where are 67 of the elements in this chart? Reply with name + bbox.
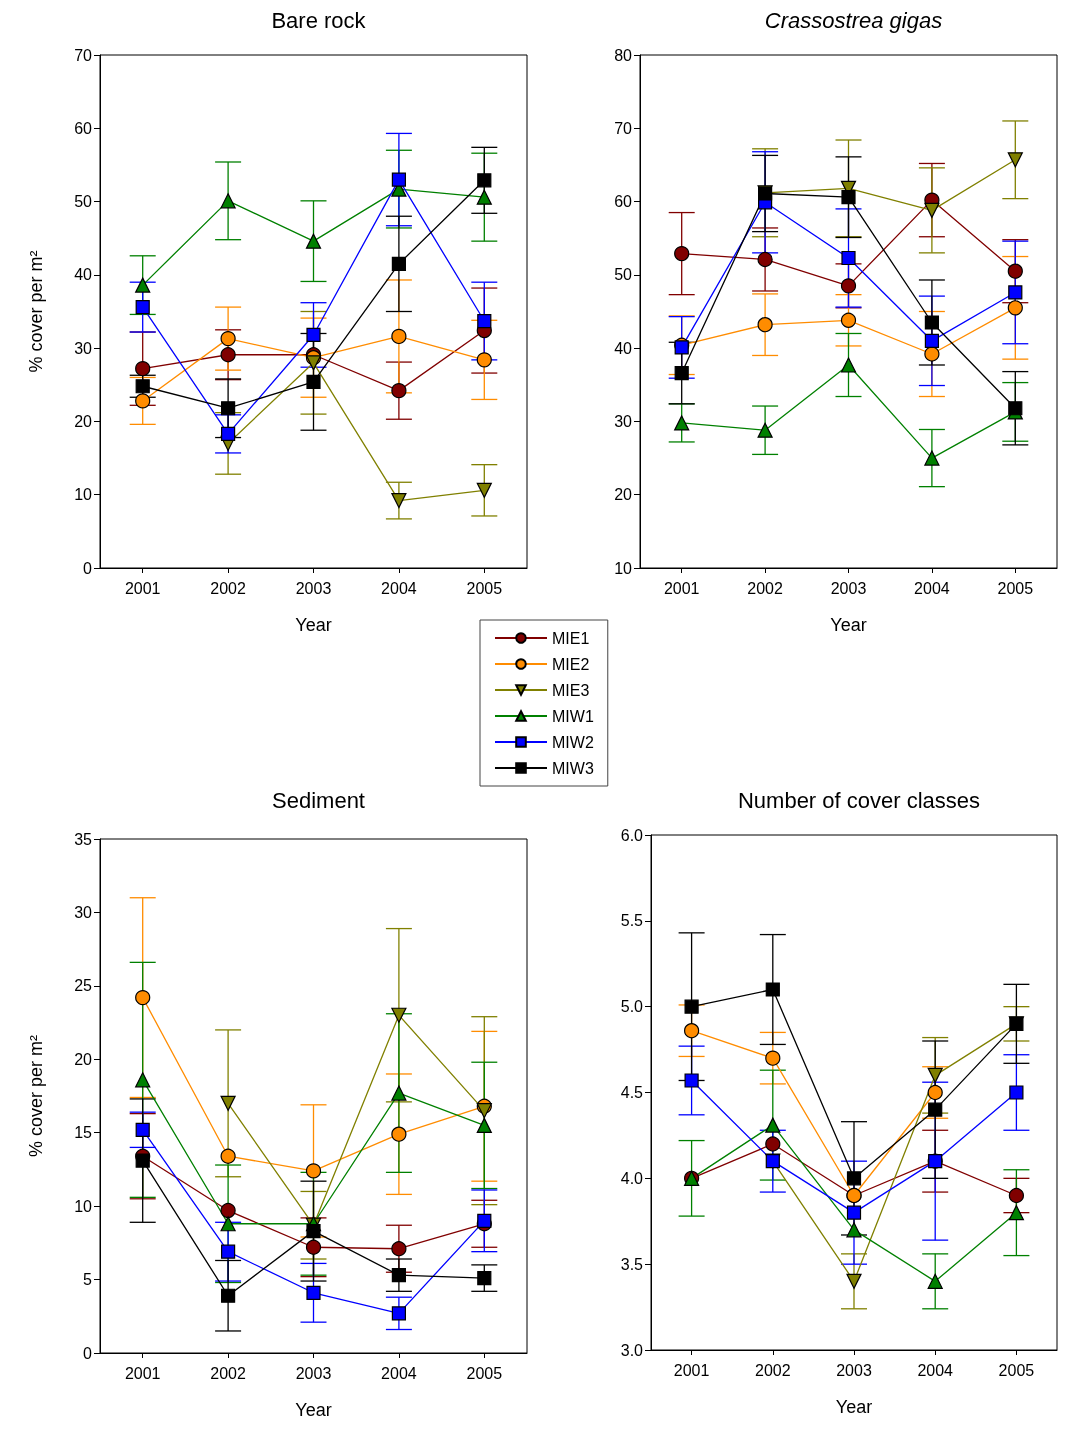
x-tick-label: 2002 [210, 1364, 246, 1382]
y-tick-label: 10 [74, 1197, 93, 1215]
x-axis-title: Year [295, 1400, 332, 1420]
x-tick-label: 2001 [124, 579, 161, 597]
legend-label: MIW1 [552, 707, 594, 725]
y-tick-label: 40 [74, 266, 93, 284]
y-tick-label: 5 [83, 1271, 93, 1289]
x-tick-label: 2003 [836, 1361, 872, 1379]
x-tick-label: 2002 [755, 1361, 791, 1379]
x-tick-label: 2005 [998, 1361, 1035, 1379]
x-tick-label: 2002 [747, 579, 783, 597]
legend-label: MIE3 [552, 681, 590, 699]
y-axis-title: % cover per m² [26, 250, 46, 373]
y-tick-label: 4.5 [620, 1084, 644, 1101]
y-tick-label: 25 [74, 977, 93, 995]
y-tick-label: 60 [614, 193, 633, 211]
x-tick-label: 2004 [381, 1364, 417, 1382]
y-tick-label: 5.5 [620, 912, 644, 930]
x-tick-label: 2004 [914, 579, 950, 597]
y-tick-label: 10 [74, 486, 93, 504]
x-axis-title: Year [295, 615, 332, 635]
y-tick-label: 6.0 [620, 826, 644, 844]
y-tick-label: 3.5 [620, 1255, 644, 1273]
y-tick-label: 20 [614, 486, 633, 504]
legend-label: MIE2 [552, 655, 590, 673]
x-tick-label: 2005 [466, 579, 503, 597]
x-tick-label: 2004 [917, 1361, 954, 1379]
x-tick-label: 2002 [210, 579, 246, 597]
y-tick-label: 35 [74, 830, 93, 848]
y-tick-label: 40 [614, 339, 633, 357]
y-axis-title: % cover per m² [26, 1034, 46, 1158]
x-tick-label: 2005 [466, 1364, 503, 1382]
y-tick-label: 30 [614, 412, 633, 430]
x-tick-label: 2003 [830, 579, 867, 597]
x-tick-label: 2003 [295, 579, 332, 597]
x-tick-label: 2001 [673, 1361, 710, 1379]
chart-title: Crassostrea gigas [764, 7, 943, 33]
chart-title: Bare rock [271, 7, 367, 33]
y-tick-label: 10 [614, 559, 633, 577]
y-tick-label: 50 [614, 266, 633, 284]
y-tick-label: 4.0 [620, 1169, 644, 1187]
y-tick-label: 0 [83, 559, 93, 577]
legend-label: MIW2 [552, 733, 594, 751]
chart-title: Number of cover classes [737, 787, 981, 813]
y-tick-label: 30 [74, 903, 93, 921]
y-tick-label: 80 [614, 46, 633, 64]
legend-label: MIE1 [552, 629, 590, 647]
y-tick-label: 5.0 [620, 998, 644, 1016]
x-axis-title: Year [830, 615, 867, 635]
chart-title: Sediment [272, 787, 365, 813]
y-tick-label: 20 [74, 1050, 93, 1068]
x-tick-label: 2001 [663, 579, 700, 597]
y-tick-label: 70 [614, 119, 633, 137]
x-tick-label: 2004 [381, 579, 417, 597]
x-axis-title: Year [835, 1397, 873, 1417]
y-tick-label: 3.0 [620, 1341, 644, 1359]
x-tick-label: 2001 [124, 1364, 161, 1382]
y-tick-label: 30 [74, 339, 93, 357]
x-tick-label: 2003 [295, 1364, 332, 1382]
y-tick-label: 50 [74, 193, 93, 211]
x-tick-label: 2005 [997, 579, 1034, 597]
y-tick-label: 70 [74, 46, 93, 64]
legend-label: MIW3 [552, 759, 594, 777]
y-tick-label: 60 [74, 119, 93, 137]
y-tick-label: 15 [74, 1124, 93, 1142]
y-tick-label: 20 [74, 412, 93, 430]
y-tick-label: 0 [83, 1344, 93, 1362]
